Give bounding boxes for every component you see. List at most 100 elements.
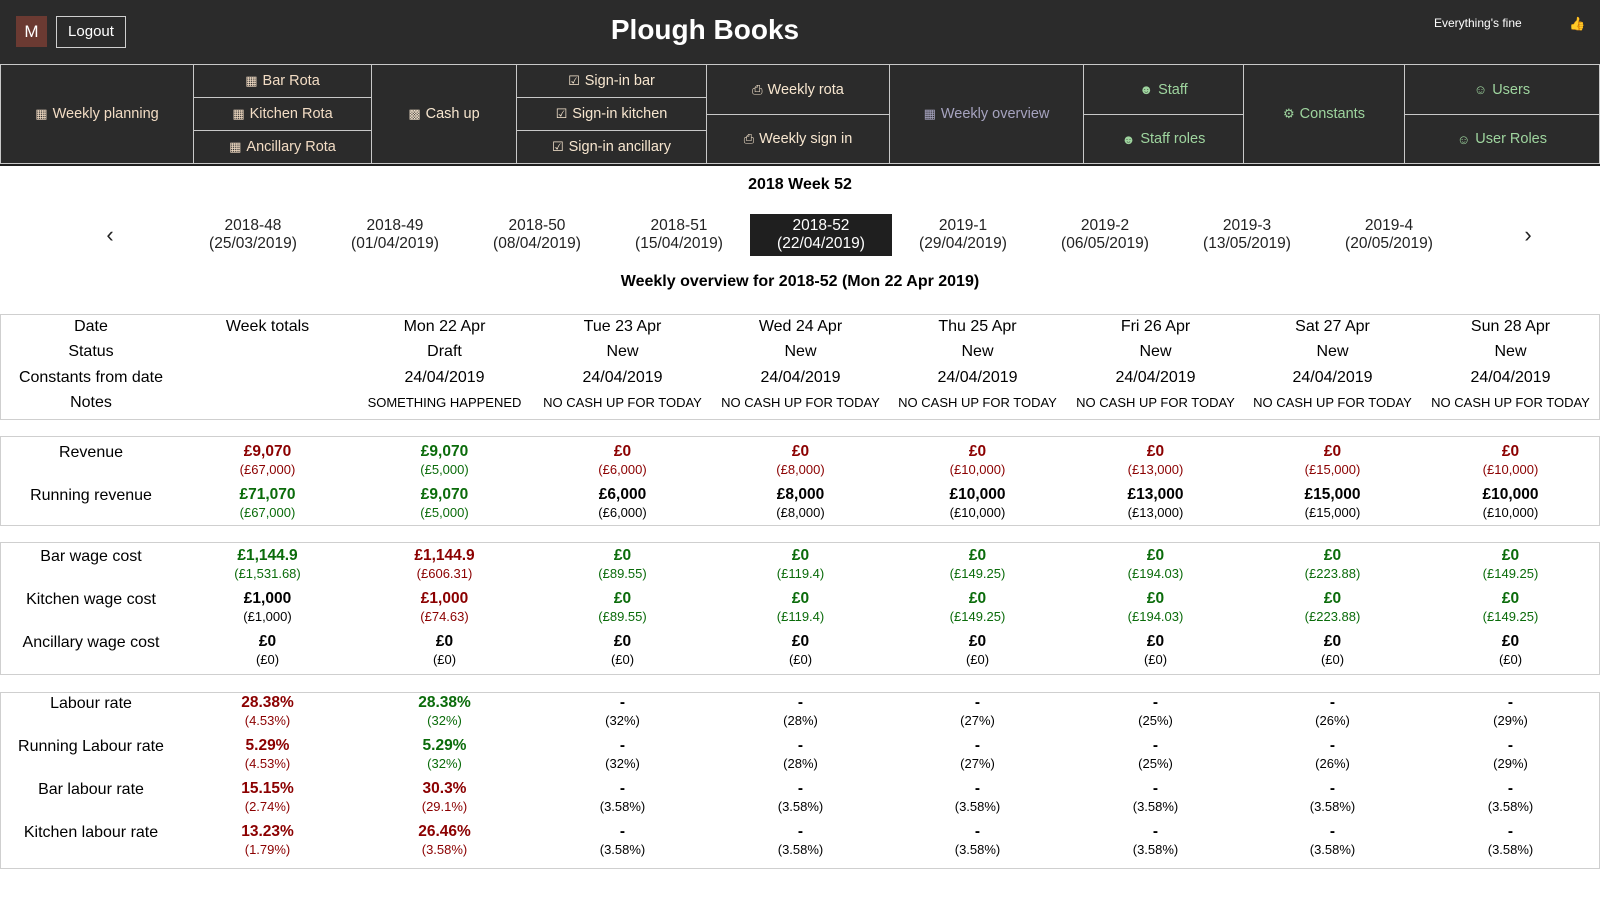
- metric-cell: - (3.58%): [1244, 823, 1421, 858]
- metric-cell: - (32%): [534, 737, 711, 772]
- nav-label: Constants: [1299, 106, 1365, 122]
- metric-target: (3.58%): [777, 842, 824, 857]
- info-constants-cell: 24/04/2019: [1292, 369, 1373, 386]
- nav-weekly-sign-in[interactable]: ⎙ Weekly sign in: [706, 114, 890, 164]
- week-2018-48[interactable]: 2018-48 (25/03/2019): [182, 214, 324, 256]
- metric-value: 5.29%: [422, 737, 467, 754]
- metric-value: -: [1507, 737, 1514, 754]
- week-code: 2018-48: [224, 217, 282, 234]
- week-date: (25/03/2019): [209, 235, 297, 252]
- nav-weekly-overview[interactable]: ▦ Weekly overview: [889, 64, 1084, 164]
- metric-value: -: [619, 737, 626, 754]
- metric-cell: 15.15% (2.74%): [179, 780, 356, 815]
- metric-value: -: [974, 737, 981, 754]
- week-2018-51[interactable]: 2018-51 (15/04/2019): [608, 214, 750, 256]
- metric-target: (£5,000): [420, 505, 469, 520]
- chevron-right-icon[interactable]: ›: [1524, 222, 1532, 247]
- week-heading: 2018 Week 52: [748, 176, 852, 193]
- metric-target: (3.58%): [421, 842, 468, 857]
- week-2018-49[interactable]: 2018-49 (01/04/2019): [324, 214, 466, 256]
- row-label: Kitchen wage cost: [26, 591, 156, 608]
- metric-cell: - (25%): [1067, 694, 1244, 729]
- nav-weekly-rota[interactable]: ⎙ Weekly rota: [706, 64, 890, 115]
- nav-kitchen-rota[interactable]: ▦ Kitchen Rota: [193, 97, 372, 131]
- nav-staff-roles[interactable]: ☻ Staff roles: [1083, 114, 1244, 164]
- metric-value: £0: [1501, 590, 1520, 607]
- metric-cell: - (29%): [1422, 694, 1599, 729]
- metric-cell: - (3.58%): [712, 780, 889, 815]
- main-nav: ▦ Weekly planning ▦ Bar Rota ▦ Kitchen Rota…: [0, 64, 1600, 166]
- metric-value: £1,144.9: [237, 547, 298, 564]
- metric-target: (32%): [427, 756, 462, 771]
- nav-sign-in-bar[interactable]: ☑ Sign-in bar: [516, 64, 707, 98]
- row-label: Status: [68, 343, 114, 360]
- nav-sign-in-kitchen[interactable]: ☑ Sign-in kitchen: [516, 97, 707, 131]
- metric-value: -: [797, 694, 804, 711]
- info-status-cell: New: [961, 343, 994, 360]
- week-2019-2[interactable]: 2019-2 (06/05/2019): [1034, 214, 1176, 256]
- metric-cell: 30.3% (29.1%): [356, 780, 533, 815]
- chevron-left-icon[interactable]: ‹: [106, 222, 114, 247]
- metric-cell: £0 (£6,000): [534, 443, 711, 478]
- metric-value: -: [619, 823, 626, 840]
- avatar[interactable]: M: [16, 16, 47, 47]
- metric-value: £9,070: [420, 443, 469, 460]
- nav-label: Weekly sign in: [759, 131, 853, 147]
- user-icon: ☺: [1473, 82, 1488, 97]
- nav-user-roles[interactable]: ☺ User Roles: [1404, 114, 1600, 164]
- metric-value: £0: [1146, 547, 1165, 564]
- metric-value: £10,000: [1482, 486, 1539, 503]
- metric-cell: £0 (£0): [534, 633, 711, 668]
- metric-target: (£149.25): [949, 566, 1006, 581]
- nav-ancillary-rota[interactable]: ▦ Ancillary Rota: [193, 130, 372, 164]
- metric-cell: £0 (£0): [889, 633, 1066, 668]
- nav-constants[interactable]: ⚙ Constants: [1243, 64, 1405, 164]
- week-code: 2019-4: [1364, 217, 1414, 234]
- week-2019-1[interactable]: 2019-1 (29/04/2019): [892, 214, 1034, 256]
- metric-target: (1.79%): [244, 842, 291, 857]
- nav-label: User Roles: [1475, 131, 1547, 147]
- printer-icon: ⎙: [752, 81, 763, 97]
- metric-cell: £1,000 (£74.63): [356, 590, 533, 625]
- info-date-cell: Week totals: [225, 318, 310, 335]
- metric-value: £0: [1501, 443, 1520, 460]
- metric-cell: £1,000 (£1,000): [179, 590, 356, 625]
- metric-cell: £9,070 (£67,000): [179, 443, 356, 478]
- nav-cash-up[interactable]: ▩ Cash up: [371, 64, 517, 164]
- nav-staff[interactable]: ☻ Staff: [1083, 64, 1244, 115]
- info-notes-cell: NO CASH UP FOR TODAY: [1431, 395, 1590, 410]
- logout-button[interactable]: Logout: [56, 16, 126, 48]
- nav-sign-in-ancillary[interactable]: ☑ Sign-in ancillary: [516, 130, 707, 164]
- metric-cell: £6,000 (£6,000): [534, 486, 711, 521]
- nav-bar-rota[interactable]: ▦ Bar Rota: [193, 64, 372, 98]
- metric-value: £6,000: [598, 486, 647, 503]
- info-notes-cell: NO CASH UP FOR TODAY: [898, 395, 1057, 410]
- metric-value: £0: [1323, 633, 1342, 650]
- nav-label: Sign-in kitchen: [572, 106, 668, 122]
- metric-value: £0: [791, 443, 810, 460]
- week-2018-52[interactable]: 2018-52 (22/04/2019): [750, 214, 892, 256]
- week-2019-4[interactable]: 2019-4 (20/05/2019): [1318, 214, 1460, 256]
- nav-weekly-planning[interactable]: ▦ Weekly planning: [0, 64, 194, 164]
- metric-cell: - (25%): [1067, 737, 1244, 772]
- metric-value: -: [1152, 694, 1159, 711]
- metric-cell: - (29%): [1422, 737, 1599, 772]
- metric-value: £0: [613, 590, 632, 607]
- week-2019-3[interactable]: 2019-3 (13/05/2019): [1176, 214, 1318, 256]
- metric-value: £0: [1146, 443, 1165, 460]
- metric-cell: £10,000 (£10,000): [889, 486, 1066, 521]
- metric-value: £1,000: [243, 590, 292, 607]
- metric-cell: £0 (£0): [1067, 633, 1244, 668]
- info-status-cell: New: [1494, 343, 1527, 360]
- week-date: (22/04/2019): [777, 235, 865, 252]
- info-constants-cell: 24/04/2019: [1115, 369, 1196, 386]
- nav-users[interactable]: ☺ Users: [1404, 64, 1600, 115]
- row-label: Running revenue: [30, 487, 152, 504]
- metric-target: (£15,000): [1304, 505, 1361, 520]
- week-2018-50[interactable]: 2018-50 (08/04/2019): [466, 214, 608, 256]
- metric-target: (£149.25): [1482, 609, 1539, 624]
- nav-label: Bar Rota: [262, 73, 320, 89]
- metric-cell: £1,144.9 (£606.31): [356, 547, 533, 582]
- info-status-cell: Draft: [427, 343, 462, 360]
- nav-label: Sign-in ancillary: [568, 139, 671, 155]
